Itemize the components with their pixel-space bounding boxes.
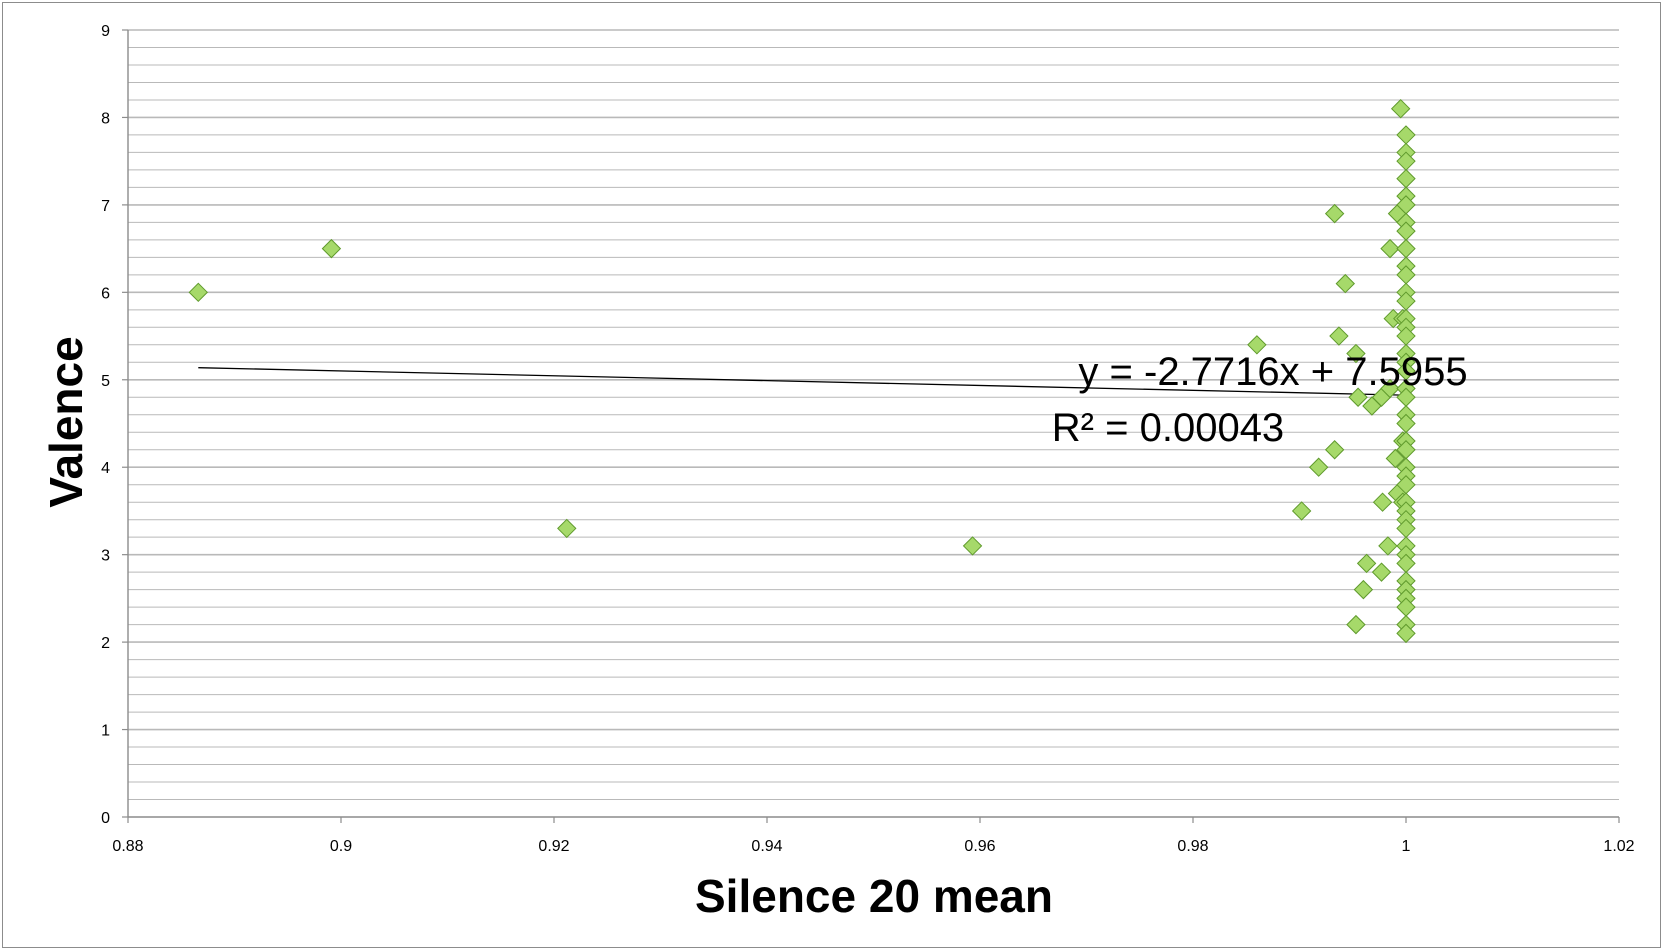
- data-point: [1396, 168, 1416, 189]
- trendline: [198, 367, 1407, 396]
- data-point: [1396, 623, 1416, 644]
- y-tick-label: 3: [101, 548, 110, 565]
- data-point: [1353, 579, 1374, 600]
- y-tick-label: 2: [101, 635, 110, 652]
- y-tick-label: 0: [101, 810, 110, 827]
- data-point: [1390, 98, 1411, 119]
- axis-layer: 0 1 2 3 4 5 6 7 8 9 0.88 0.9 0.92 0.94 0.96 0.98 1 1.02: [101, 23, 1635, 855]
- x-tick-label: 0.88: [112, 838, 143, 855]
- y-tick-label: 8: [101, 110, 110, 127]
- y-tick-label: 4: [101, 460, 110, 477]
- x-tick-label: 1.02: [1603, 838, 1634, 855]
- data-point: [1380, 378, 1400, 399]
- y-tick-label: 9: [101, 23, 110, 40]
- x-tick-label: 0.96: [964, 838, 995, 855]
- data-point: [1371, 562, 1392, 582]
- y-tick-label: 7: [101, 198, 110, 215]
- data-point: [1385, 448, 1406, 469]
- data-point: [1324, 440, 1345, 460]
- data-point: [1247, 335, 1267, 355]
- data-point: [1348, 387, 1368, 407]
- y-tick-label: 5: [101, 373, 110, 390]
- data-point: [1396, 125, 1416, 145]
- data-point: [1356, 553, 1377, 574]
- x-axis-title: Silence 20 mean: [695, 870, 1053, 922]
- trendline-equation: y = -2.7716x + 7.5955: [1078, 350, 1467, 394]
- data-point: [1324, 203, 1345, 224]
- data-point: [1380, 238, 1400, 259]
- data-point: [1291, 501, 1312, 521]
- data-point: [188, 282, 208, 303]
- data-point: [1378, 536, 1398, 556]
- x-tick-label: 0.9: [330, 838, 352, 855]
- data-point: [962, 536, 983, 556]
- data-point: [1308, 457, 1329, 477]
- x-tick-label: 0.98: [1177, 838, 1208, 855]
- points-layer: [188, 98, 1416, 644]
- trendline-r-squared: R² = 0.00043: [1052, 406, 1284, 450]
- grid-layer: [128, 29, 1619, 801]
- x-tick-label: 0.92: [538, 838, 569, 855]
- data-point: [557, 518, 577, 539]
- labels-layer: y = -2.7716x + 7.5955 R² = 0.00043 Silen…: [40, 336, 1468, 922]
- x-tick-label: 0.94: [751, 838, 782, 855]
- data-point: [321, 238, 342, 259]
- data-point: [1329, 326, 1349, 346]
- data-point: [1372, 492, 1393, 512]
- data-point: [1335, 273, 1356, 294]
- data-point: [1346, 343, 1366, 364]
- x-tick-label: 1: [1402, 838, 1411, 855]
- trendline-layer: [198, 367, 1407, 396]
- y-tick-label: 1: [101, 723, 110, 740]
- data-point: [1346, 614, 1366, 635]
- y-tick-label: 6: [101, 285, 110, 302]
- y-axis-title: Valence: [40, 336, 92, 507]
- data-point: [1396, 238, 1416, 259]
